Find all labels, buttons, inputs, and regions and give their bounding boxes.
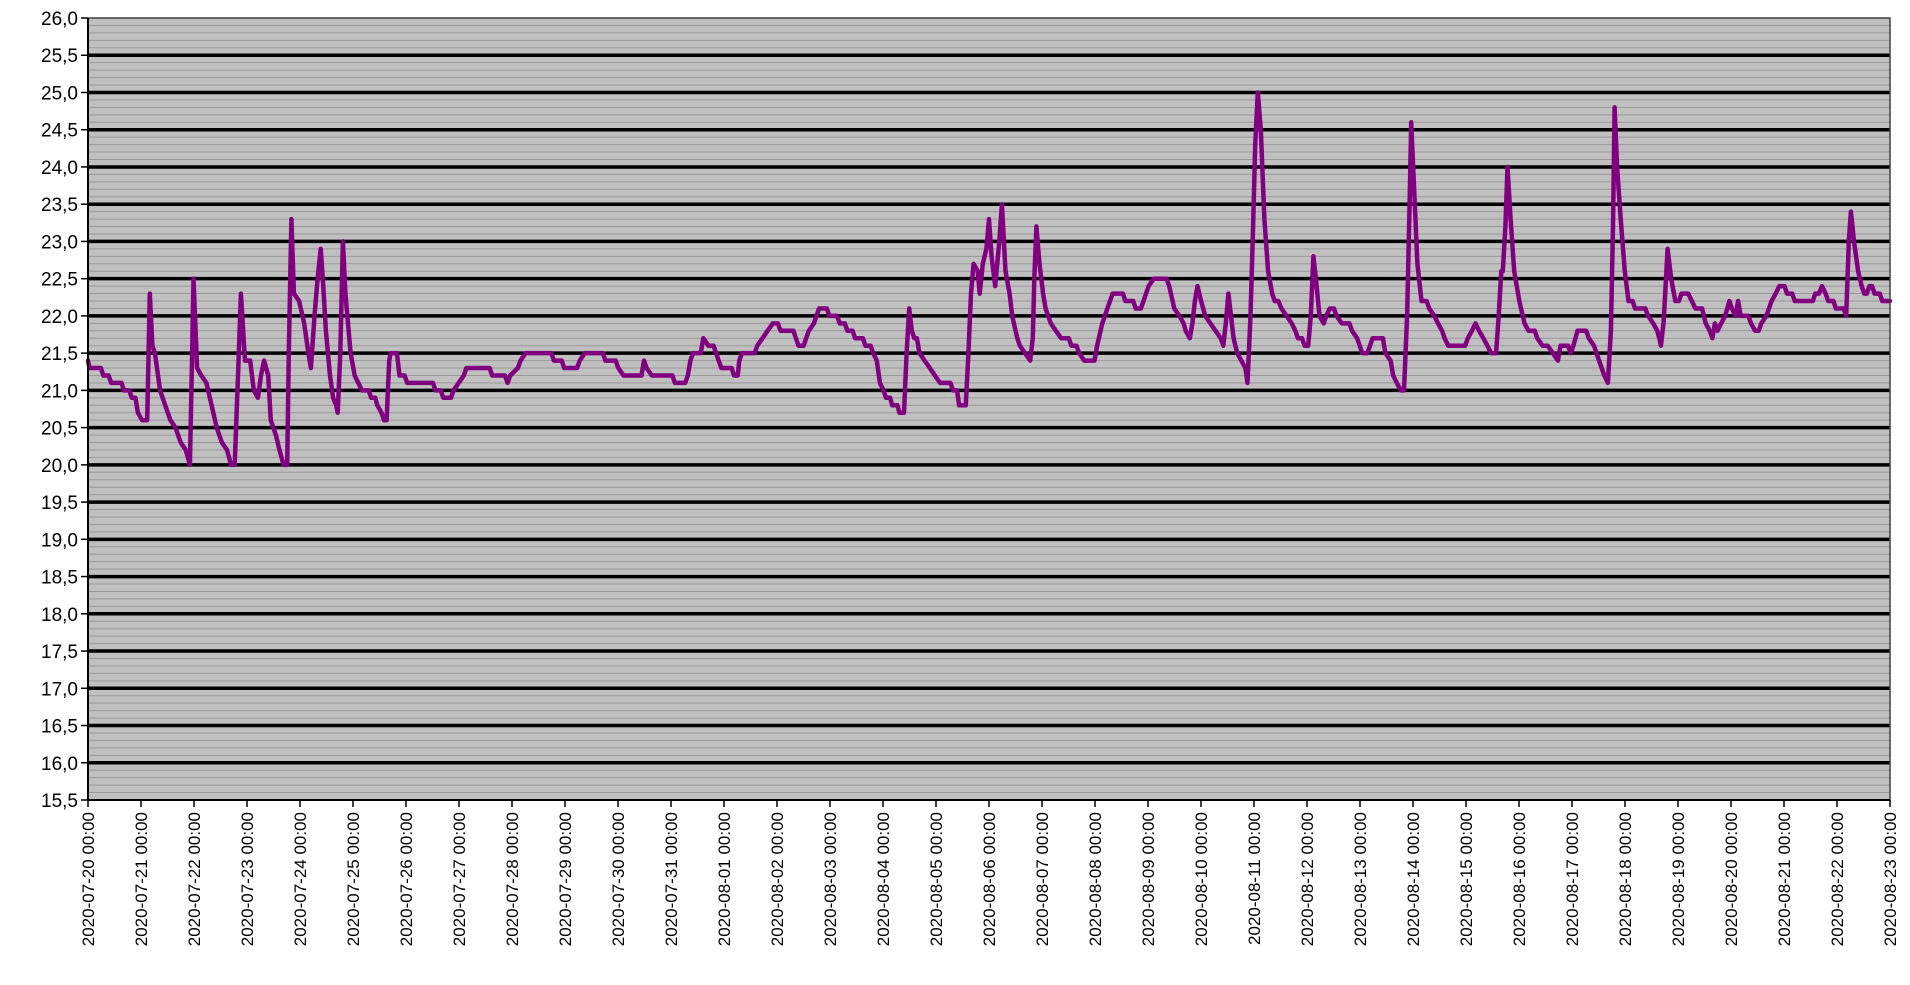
y-tick-label: 15,5 (41, 791, 78, 812)
y-tick-label: 24,0 (41, 158, 78, 179)
y-tick-label: 21,0 (41, 381, 78, 402)
y-tick-label: 21,5 (41, 344, 78, 365)
x-tick-label: 2020-08-11 00:00 (1245, 812, 1264, 945)
temperature-series-line (85, 90, 1893, 468)
x-tick-label: 2020-07-20 00:00 (79, 812, 98, 946)
x-tick-label: 2020-08-23 00:00 (1881, 812, 1900, 946)
y-tick-label: 24,5 (41, 121, 78, 142)
x-tick-label: 2020-07-24 00:00 (291, 812, 310, 946)
x-tick-label: 2020-08-04 00:00 (874, 812, 893, 946)
y-tick-label: 25,0 (41, 83, 78, 104)
x-tick-label: 2020-08-10 00:00 (1192, 812, 1211, 946)
x-tick-label: 2020-08-15 00:00 (1457, 812, 1476, 946)
x-tick-label: 2020-08-06 00:00 (980, 812, 999, 946)
x-tick-label: 2020-08-12 00:00 (1298, 812, 1317, 946)
y-tick-label: 17,5 (41, 642, 78, 663)
y-tick-label: 22,0 (41, 307, 78, 328)
y-tick-label: 18,0 (41, 605, 78, 626)
y-tick-label: 23,0 (41, 232, 78, 253)
x-tick-label: 2020-08-03 00:00 (821, 812, 840, 946)
x-tick-label: 2020-07-26 00:00 (397, 812, 416, 946)
y-tick-label: 17,0 (41, 679, 78, 700)
minor-gridlines (88, 24, 1890, 794)
plot-area (88, 18, 1890, 800)
x-tick-label: 2020-08-01 00:00 (715, 812, 734, 946)
x-tick-label: 2020-07-21 00:00 (132, 812, 151, 946)
y-tick-label: 19,5 (41, 493, 78, 514)
y-tick-label: 19,0 (41, 530, 78, 551)
x-tick-label: 2020-08-18 00:00 (1616, 812, 1635, 946)
x-tick-label: 2020-07-29 00:00 (556, 812, 575, 946)
y-tick-label: 22,5 (41, 270, 78, 291)
x-tick-label: 2020-08-13 00:00 (1351, 812, 1370, 946)
axes (87, 17, 1891, 807)
x-tick-label: 2020-08-21 00:00 (1775, 812, 1794, 946)
x-tick-label: 2020-07-25 00:00 (344, 812, 363, 946)
x-tick-label: 2020-08-19 00:00 (1669, 812, 1688, 946)
major-gridlines (81, 17, 1890, 801)
x-tick-label: 2020-08-07 00:00 (1033, 812, 1052, 946)
y-tick-label: 26,0 (41, 9, 78, 30)
x-tick-label: 2020-08-14 00:00 (1404, 812, 1423, 946)
y-tick-label: 23,5 (41, 195, 78, 216)
x-tick-label: 2020-08-05 00:00 (927, 812, 946, 946)
x-tick-label: 2020-08-20 00:00 (1722, 812, 1741, 946)
x-tick-label: 2020-07-31 00:00 (662, 812, 681, 946)
x-tick-label: 2020-07-23 00:00 (238, 812, 257, 946)
x-tick-label: 2020-07-27 00:00 (450, 812, 469, 946)
y-tick-label: 20,5 (41, 419, 78, 440)
x-tick-label: 2020-07-22 00:00 (185, 812, 204, 946)
y-tick-label: 25,5 (41, 46, 78, 67)
x-tick-label: 2020-07-28 00:00 (503, 812, 522, 946)
y-tick-label: 20,0 (41, 456, 78, 477)
x-tick-label: 2020-08-22 00:00 (1828, 812, 1847, 946)
y-tick-label: 16,5 (41, 717, 78, 738)
x-tick-label: 2020-08-08 00:00 (1086, 812, 1105, 946)
y-axis-tick-labels: 15,5 16,0 16,5 17,0 17,5 18,0 18,5 19,0 19,5 20,0… (41, 9, 78, 812)
x-tick-label: 2020-08-16 00:00 (1510, 812, 1529, 946)
y-tick-label: 18,5 (41, 568, 78, 589)
x-tick-label: 2020-07-30 00:00 (609, 812, 628, 946)
x-tick-label: 2020-08-09 00:00 (1139, 812, 1158, 946)
x-tick-label: 2020-08-02 00:00 (768, 812, 787, 946)
x-tick-label: 2020-08-17 00:00 (1563, 812, 1582, 946)
x-axis-tick-labels: 2020-07-20 00:00 2020-07-21 00:00 2020-07-… (79, 812, 1900, 946)
y-tick-label: 16,0 (41, 754, 78, 775)
